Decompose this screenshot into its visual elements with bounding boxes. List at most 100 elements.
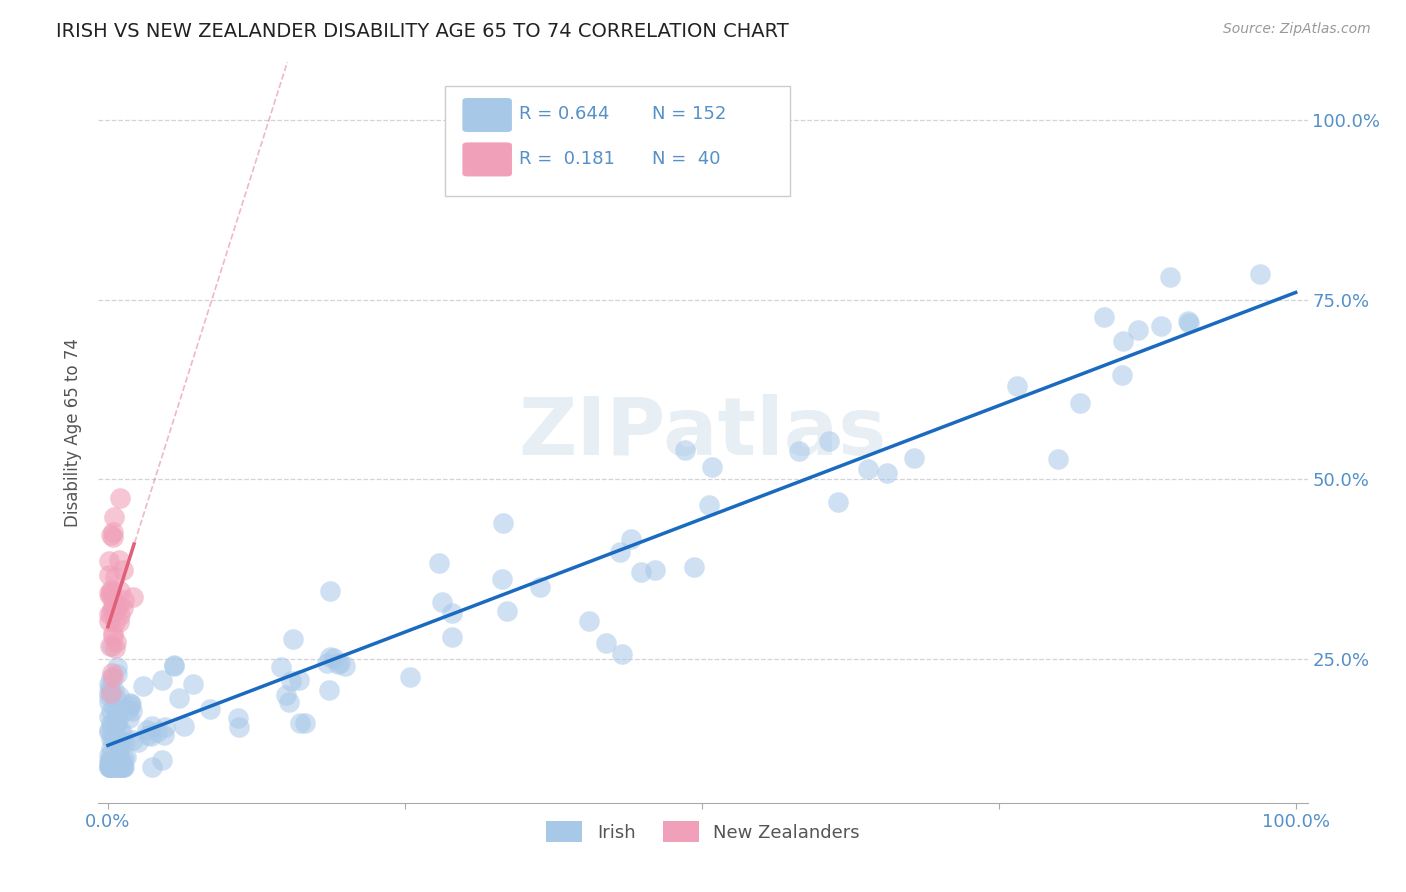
Point [98,760,121,774]
Point [107,714,129,728]
Point [121,733,143,747]
Point [104,752,127,766]
Point [150,673,173,687]
Point [107,552,129,566]
Point [1177,314,1199,328]
Point [108,491,131,505]
Point [100,704,122,718]
Point [1112,334,1135,348]
Point [319,584,342,599]
Point [595,636,617,650]
Point [440,607,463,621]
Text: ZIPatlas: ZIPatlas [519,393,887,472]
Point [335,659,357,673]
Point [107,733,129,747]
Point [697,498,720,512]
Point [132,679,155,693]
Point [120,697,142,711]
Point [107,751,129,765]
Point [1126,323,1149,337]
Point [104,759,127,773]
Point [288,673,311,687]
Point [101,670,124,684]
Point [103,700,125,714]
Point [100,740,122,755]
Point [110,734,132,748]
Point [98,710,121,724]
Point [1092,310,1115,325]
Point [104,692,127,706]
Point [105,600,128,615]
Point [98,760,121,774]
Point [114,736,136,750]
Point [105,666,128,681]
Point [427,556,450,570]
Point [700,460,723,475]
Point [104,716,127,731]
Point [104,753,127,767]
Point [153,727,176,741]
Point [827,495,849,509]
Point [108,760,131,774]
Point [105,760,128,774]
Point [101,757,124,772]
Point [108,725,131,739]
Point [163,658,186,673]
Point [1069,395,1091,409]
Point [98,747,121,762]
Point [111,760,134,774]
Point [280,673,302,688]
Point [107,599,129,613]
Point [1177,316,1199,330]
Point [100,732,122,747]
Point [98,639,121,653]
Point [270,659,292,673]
FancyBboxPatch shape [463,98,512,132]
Point [121,704,143,718]
Point [112,592,135,607]
Point [139,729,162,743]
Point [98,690,121,704]
Point [104,711,127,725]
Point [682,560,704,574]
Point [111,601,134,615]
Point [274,688,297,702]
Point [118,698,141,713]
Text: R = 0.644: R = 0.644 [519,105,610,123]
Point [104,760,127,774]
Point [100,602,122,616]
Point [903,451,925,466]
Point [163,659,186,673]
Point [111,725,134,739]
Point [98,725,121,739]
Point [101,524,124,539]
Point [112,760,135,774]
Point [1111,368,1133,382]
Point [181,677,204,691]
FancyBboxPatch shape [446,87,790,195]
Point [103,626,125,640]
Point [111,755,134,769]
Point [328,657,350,671]
Point [318,683,340,698]
Point [103,683,125,698]
Point [100,748,122,763]
Point [108,689,131,703]
Point [101,724,124,739]
Point [101,760,124,774]
Point [98,760,121,774]
Point [98,680,121,694]
Point [141,718,163,732]
Point [104,596,127,610]
Point [98,589,121,603]
Point [120,696,142,710]
Point [98,568,121,582]
Point [105,717,128,731]
Point [97,554,120,568]
Point [105,660,128,674]
Point [101,731,124,746]
Point [101,530,124,544]
Point [294,716,316,731]
Point [103,604,125,618]
Point [319,650,342,665]
